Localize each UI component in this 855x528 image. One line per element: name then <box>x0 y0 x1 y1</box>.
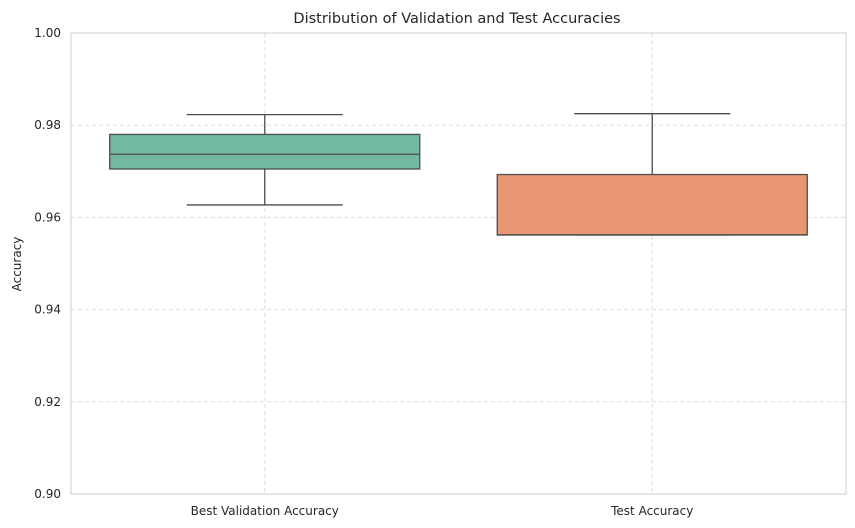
chart-title: Distribution of Validation and Test Accu… <box>293 11 620 27</box>
y-tick-label: 0.96 <box>34 210 61 224</box>
x-tick-label: Test Accuracy <box>610 504 693 518</box>
x-tick-label: Best Validation Accuracy <box>191 504 339 518</box>
box-iqr <box>109 133 421 170</box>
y-tick-label: 1.00 <box>34 26 61 40</box>
y-tick-label: 0.92 <box>34 395 61 409</box>
y-axis-label: Accuracy <box>10 237 24 292</box>
box-plot <box>109 113 421 206</box>
box-iqr <box>496 173 808 236</box>
y-tick-label: 0.90 <box>34 487 61 501</box>
plot-frame <box>70 32 847 495</box>
box-plots <box>109 113 808 236</box>
y-tick-label: 0.98 <box>34 118 61 132</box>
y-tick-labels: 0.90 0.92 0.94 0.96 0.98 1.00 <box>34 26 61 501</box>
box-plot <box>496 113 808 236</box>
y-tick-label: 0.94 <box>34 303 61 317</box>
x-tick-labels: Best Validation Accuracy Test Accuracy <box>191 504 694 518</box>
grid-lines <box>71 33 846 494</box>
